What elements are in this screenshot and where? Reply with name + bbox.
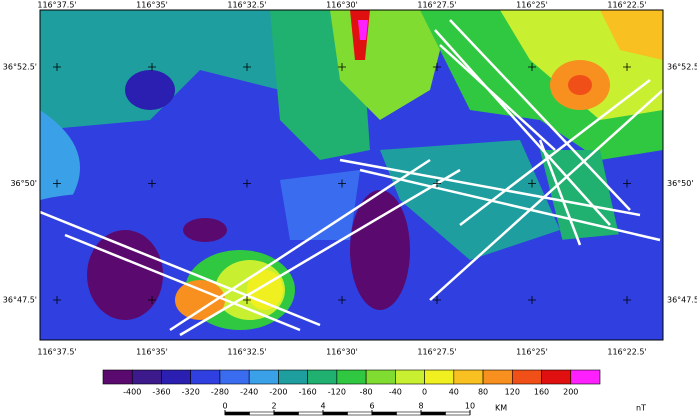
left-lat-label: 36°47.5' [3,296,37,305]
grid-cross [623,296,631,304]
grid-cross [338,63,346,71]
top-lon-label: 116°37.5' [37,1,76,10]
colorbar-cell [541,369,572,385]
scalebar-label: 10 [465,402,475,411]
colorbar-label: -240 [240,388,258,397]
grid-cross [148,296,156,304]
bottom-lon-label: 116°30' [326,348,358,357]
scalebar-segment [396,411,422,416]
top-lon-label: 116°27.5' [417,1,456,10]
scalebar-label: 0 [222,402,227,411]
colorbar-label: -80 [360,388,373,397]
bottom-lon-label: 116°35' [136,348,168,357]
scalebar-segment [347,411,373,416]
colorbar-label: 40 [449,388,459,397]
grid-cross [338,179,346,188]
scalebar-label: 2 [271,402,276,411]
left-lat-label: 36°52.5' [3,63,37,72]
top-lon-label: 116°35' [136,1,168,10]
colorbar-cell [511,369,542,385]
scalebar-segment [273,411,299,416]
top-lon-label: 116°25' [516,1,548,10]
colorbar-label: 80 [478,388,488,397]
left-lat-label: 36°50' [10,179,37,188]
colorbar-cell [453,369,484,385]
bottom-lon-label: 116°25' [516,348,548,357]
colorbar-label: -160 [299,388,317,397]
grid-cross [338,296,346,304]
right-lat-label: 36°47.5' [667,296,697,305]
colorbar-label: 200 [563,388,578,397]
colorbar-cell [395,369,425,385]
colorbar-label: -360 [152,388,170,397]
grid-cross [433,63,441,71]
right-lat-label: 36°52.5' [667,63,697,72]
grid-cross [148,179,156,188]
scalebar-segment [371,411,397,416]
scalebar-segment [420,411,446,416]
scalebar-segment [445,411,471,416]
colorbar-cell [190,369,221,385]
grid-cross [53,296,61,304]
grid-cross [148,63,156,71]
bottom-lon-label: 116°27.5' [417,348,456,357]
top-lon-label: 116°22.5' [607,1,646,10]
grid-cross [528,63,536,71]
colorbar-cell [336,369,367,385]
colorbar-label: 160 [534,388,549,397]
map-frame [39,9,664,341]
bottom-lon-label: 116°37.5' [37,348,76,357]
bottom-lon-label: 116°32.5' [227,348,266,357]
colorbar-label: -400 [123,388,141,397]
colorbar-label: -280 [211,388,229,397]
colorbar-cell [248,369,279,385]
colorbar-cell [424,369,455,385]
grid-cross [623,63,631,71]
scalebar-segment [224,411,250,416]
colorbar-cell [161,369,192,385]
grid-cross [433,179,441,188]
colorbar-cell [482,369,513,385]
colorbar-label: -120 [328,388,346,397]
colorbar-unit: nT [636,404,646,413]
grid-cross [243,179,251,188]
scalebar-segment [249,411,275,416]
grid-cross [53,179,61,188]
colorbar-cell [307,369,338,385]
scalebar-segment [298,411,324,416]
grid-cross [623,179,631,188]
colorbar-cell [219,369,250,385]
grid-cross [528,179,536,188]
top-lon-label: 116°30' [326,1,358,10]
anomaly-map [40,10,663,340]
scalebar-segment [322,411,348,416]
colorbar-label: 0 [422,388,427,397]
colorbar-label: -320 [182,388,200,397]
scalebar-label: 4 [320,402,325,411]
colorbar-cell [570,369,601,385]
colorbar-label: -40 [389,388,402,397]
grid-cross [243,296,251,304]
scalebar-label: 8 [418,402,423,411]
right-lat-label: 36°50' [667,179,694,188]
grid-cross [433,296,441,304]
scalebar-unit: KM [495,404,507,413]
colorbar-cell [102,369,133,385]
grid-cross [243,63,251,71]
grid-cross [528,296,536,304]
colorbar-cell [365,369,396,385]
fault-lines [40,19,663,337]
colorbar-label: -200 [269,388,287,397]
bottom-lon-label: 116°22.5' [607,348,646,357]
colorbar-cell [278,369,308,385]
grid-cross [53,63,61,71]
top-lon-label: 116°32.5' [227,1,266,10]
grid-crosses [53,63,631,304]
scalebar-label: 6 [369,402,374,411]
colorbar-cell [131,369,162,385]
colorbar-label: 120 [505,388,520,397]
